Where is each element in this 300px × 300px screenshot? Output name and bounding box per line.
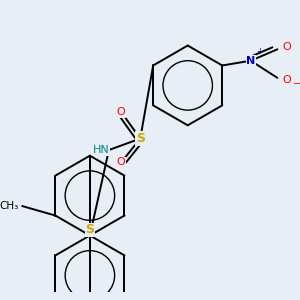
Text: HN: HN bbox=[93, 145, 110, 155]
Text: −: − bbox=[293, 79, 300, 88]
Text: N: N bbox=[246, 56, 255, 66]
Text: +: + bbox=[256, 47, 263, 56]
Text: S: S bbox=[85, 223, 94, 236]
Text: CH₃: CH₃ bbox=[0, 201, 18, 211]
Text: O: O bbox=[117, 157, 126, 167]
Text: O: O bbox=[283, 42, 291, 52]
Text: S: S bbox=[136, 132, 145, 145]
Text: O: O bbox=[283, 75, 291, 85]
Text: O: O bbox=[117, 107, 126, 117]
